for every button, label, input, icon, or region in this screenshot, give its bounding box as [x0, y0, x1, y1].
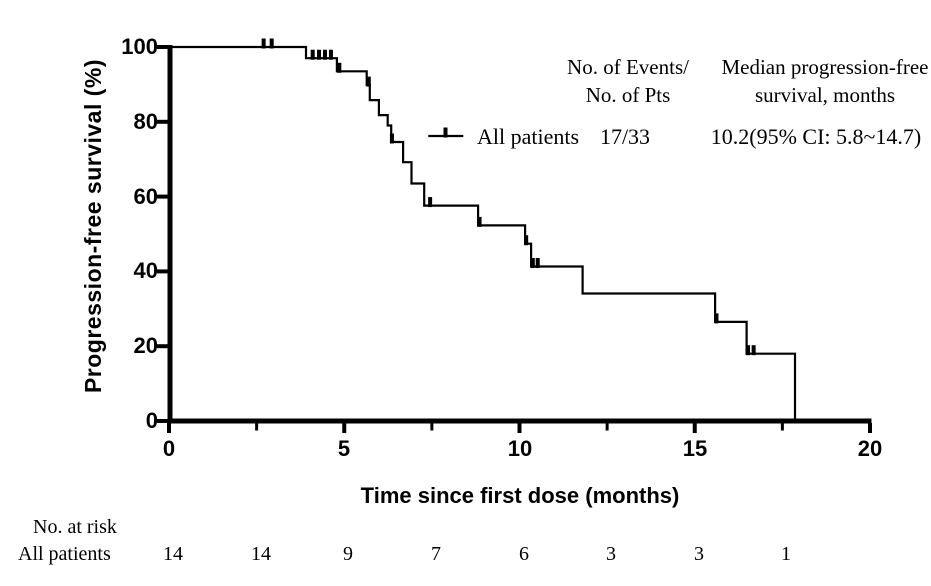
y-tick-label: 80 — [133, 109, 158, 134]
at-risk-count: 1 — [781, 543, 791, 565]
km-step-curve — [169, 45, 797, 421]
at-risk-row-label: All patients — [18, 543, 111, 565]
y-tick-label: 0 — [145, 408, 158, 433]
y-axis-title: Progression-free survival (%) — [80, 58, 106, 394]
x-tick-label: 0 — [162, 436, 176, 461]
legend-median-header-line1: Median progression-free — [721, 55, 929, 79]
at-risk-count: 7 — [431, 543, 441, 565]
legend-events-header-line1: No. of Events/ — [567, 55, 689, 79]
at-risk-count: 9 — [343, 543, 353, 565]
at-risk-count: 14 — [163, 543, 183, 565]
at-risk-count: 3 — [694, 543, 704, 565]
y-tick-label: 40 — [133, 258, 158, 283]
y-tick-label: 60 — [133, 184, 158, 209]
x-axis-title: Time since first dose (months) — [360, 483, 680, 508]
at-risk-count: 3 — [606, 543, 616, 565]
x-tick-label: 5 — [337, 436, 351, 461]
legend-events-header-line2: No. of Pts — [585, 83, 671, 107]
y-tick-label: 100 — [121, 34, 158, 59]
at-risk-count: 14 — [251, 543, 271, 565]
legend-median-value: 10.2(95% CI: 5.8~14.7) — [710, 124, 922, 149]
x-tick-label: 10 — [507, 436, 533, 461]
legend-events-value: 17/33 — [599, 124, 651, 149]
x-tick-label: 20 — [857, 436, 883, 461]
at-risk-title: No. at risk — [33, 516, 117, 538]
legend-median-header-line2: survival, months — [755, 83, 895, 107]
x-tick-label: 15 — [682, 436, 708, 461]
legend-series-label: All patients — [477, 124, 580, 149]
y-tick-label: 20 — [133, 333, 158, 358]
at-risk-count: 6 — [519, 543, 529, 565]
